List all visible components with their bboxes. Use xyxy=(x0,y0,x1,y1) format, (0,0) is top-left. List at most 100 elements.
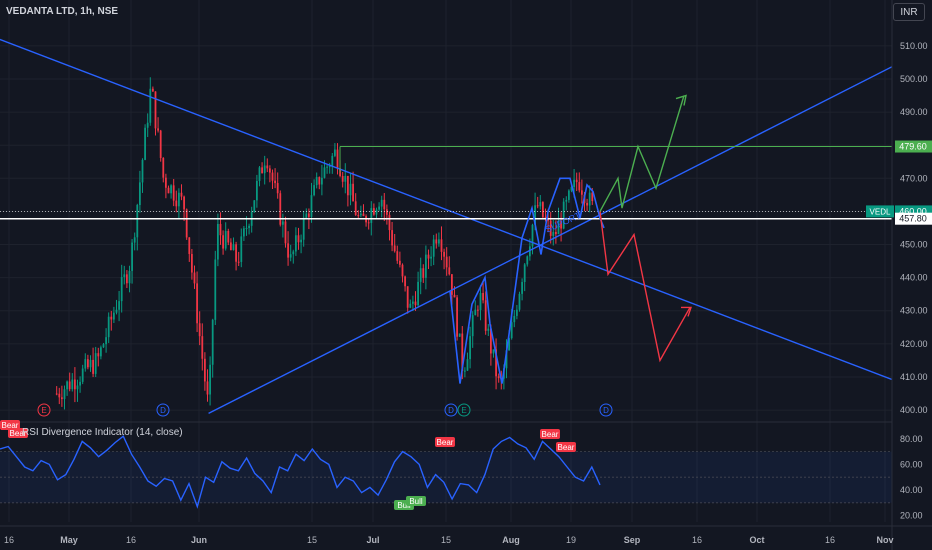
time-tick-label: 16 xyxy=(825,535,835,545)
candle xyxy=(188,237,191,262)
candle xyxy=(479,285,482,321)
candle-body xyxy=(404,276,406,287)
candle-body xyxy=(60,397,63,400)
candle-body xyxy=(588,192,591,206)
event-marker-circle xyxy=(457,403,471,417)
candle xyxy=(344,163,347,194)
candle xyxy=(362,204,365,217)
candle xyxy=(414,291,417,311)
candle xyxy=(310,182,313,223)
candle xyxy=(131,239,133,284)
candle-body xyxy=(562,201,565,229)
price-tick-label: 470.00 xyxy=(900,173,928,183)
candle-body xyxy=(471,315,474,337)
candle-body xyxy=(393,245,396,252)
candle-body xyxy=(331,155,334,167)
candle-body xyxy=(66,381,68,390)
signal-tag-text: Bull xyxy=(397,501,411,510)
candle xyxy=(289,244,292,262)
candle-body xyxy=(118,301,120,310)
signal-tag-bg xyxy=(8,428,28,438)
candle xyxy=(541,201,544,219)
candle-body xyxy=(193,272,196,284)
candle xyxy=(58,387,61,405)
candle-body xyxy=(531,224,534,247)
candle-body xyxy=(487,328,490,331)
signal-tag-bg xyxy=(556,442,576,452)
candle-body xyxy=(92,359,94,374)
candle xyxy=(367,218,370,230)
signal-tag-text: Bear xyxy=(542,430,559,439)
projection-down-arrowhead xyxy=(681,306,692,317)
candle-body xyxy=(528,246,531,257)
candle xyxy=(123,265,126,285)
candle-body xyxy=(287,243,289,258)
candle xyxy=(326,164,328,174)
candle xyxy=(302,210,305,247)
bear-tag: Bear xyxy=(435,437,455,447)
candle xyxy=(287,231,289,266)
candle-body xyxy=(162,157,165,178)
candle-body xyxy=(266,165,269,169)
candle-body xyxy=(328,166,331,168)
candle xyxy=(222,230,224,255)
candle-body xyxy=(261,167,263,174)
candle-body xyxy=(81,368,84,382)
candle xyxy=(333,143,336,158)
time-tick-label: 16 xyxy=(4,535,14,545)
candle-body xyxy=(313,185,315,196)
candle-body xyxy=(149,88,152,123)
candle-body xyxy=(94,353,97,374)
candle xyxy=(404,275,406,292)
candle-body xyxy=(565,199,568,202)
candle-body xyxy=(357,215,360,217)
candle-body xyxy=(240,236,243,262)
price-tick-label: 510.00 xyxy=(900,41,928,51)
candle xyxy=(357,210,360,220)
candle xyxy=(99,345,102,360)
candle-body xyxy=(63,389,66,400)
candle-body xyxy=(523,264,526,283)
candle xyxy=(144,124,146,161)
candle xyxy=(300,234,302,254)
candle xyxy=(435,233,438,249)
candle xyxy=(110,310,113,331)
candle-body xyxy=(201,336,204,359)
currency-button[interactable]: INR xyxy=(893,3,925,21)
candle-body xyxy=(326,166,328,168)
candle xyxy=(263,155,266,185)
candle xyxy=(141,158,144,193)
candle xyxy=(162,157,165,183)
candle xyxy=(292,249,295,264)
candle-body xyxy=(362,213,365,217)
candle xyxy=(115,299,118,315)
candle xyxy=(172,179,175,207)
candle xyxy=(567,189,570,203)
candle-body xyxy=(167,187,170,194)
candle-body xyxy=(521,282,523,294)
candle-body xyxy=(248,225,250,229)
candle-body xyxy=(79,381,81,386)
bear-tag: Bear xyxy=(540,429,560,439)
candle xyxy=(443,248,445,270)
candle-body xyxy=(352,183,354,202)
candle-body xyxy=(489,328,492,354)
candle-body xyxy=(510,322,513,339)
candle-body xyxy=(172,185,175,201)
candle xyxy=(136,203,139,251)
descending-trendline xyxy=(0,38,895,381)
candle xyxy=(398,251,401,268)
candle xyxy=(185,208,188,240)
candle xyxy=(448,256,451,276)
event-marker-label: D xyxy=(160,406,166,415)
candle xyxy=(575,172,578,192)
rsi-tick-label: 20.00 xyxy=(900,511,923,521)
candle xyxy=(198,311,201,346)
candle xyxy=(92,347,94,378)
candle-body xyxy=(560,220,562,229)
candle-body xyxy=(190,253,193,273)
candle-body xyxy=(539,202,542,207)
candle xyxy=(318,176,321,190)
candle-body xyxy=(547,218,549,221)
